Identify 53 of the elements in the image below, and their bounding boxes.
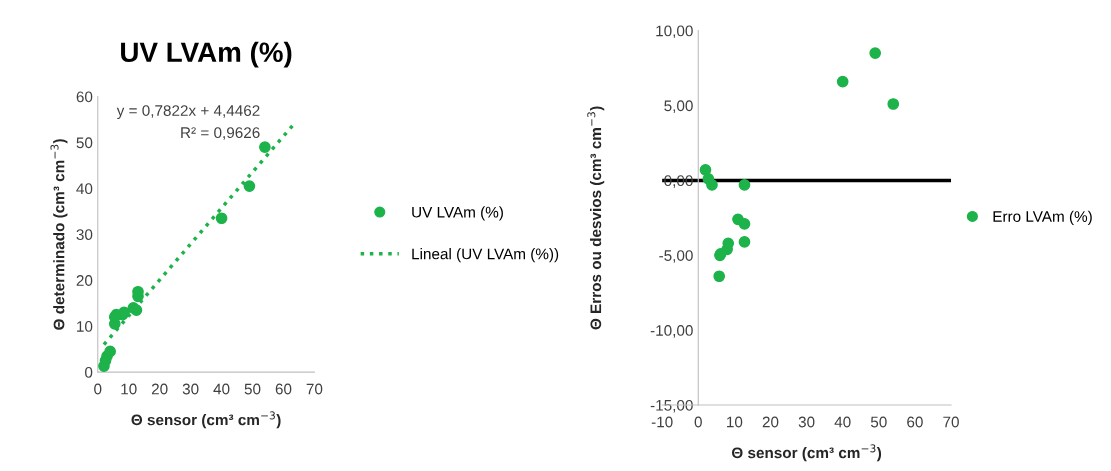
point — [887, 98, 900, 110]
x-tick-label: 60 — [907, 416, 923, 428]
point — [243, 180, 256, 192]
legend-label: UV LVAm (%) — [412, 206, 503, 221]
point — [706, 179, 718, 191]
annotation: R² = 0,9626 — [181, 127, 260, 140]
y-axis-title: Θ Erros ou desvios (cm³ cm$^{−3}$) — [587, 106, 605, 330]
annotation: y = 0,7822x + 4,4462 — [116, 105, 260, 120]
x-tick-label: 30 — [182, 383, 199, 395]
y-tick-label: -10,00 — [650, 325, 693, 338]
x-tick-label: 0 — [694, 416, 702, 428]
legend-label: Lineal (UV LVAm (%)) — [412, 248, 559, 263]
y-tick-label: -5,00 — [659, 250, 693, 263]
point — [215, 212, 228, 225]
point — [836, 75, 849, 88]
x-tick-label: 40 — [213, 383, 230, 395]
x-tick-label: 50 — [244, 383, 261, 395]
point — [738, 179, 751, 191]
x-tick-label: -10 — [651, 416, 673, 428]
x-axis-title: Θ sensor (cm³ cm$^{−3}$) — [731, 444, 882, 462]
x-tick-label: 70 — [306, 383, 323, 395]
x-tick-label: 10 — [121, 383, 137, 395]
y-tick-label: 0,00 — [664, 175, 693, 188]
x-tick-label: 40 — [834, 416, 851, 428]
y-tick-label: 50 — [76, 137, 93, 149]
point — [869, 47, 882, 59]
y-tick-label: 5,00 — [664, 100, 693, 113]
x-tick-label: 10 — [727, 416, 743, 428]
point — [259, 141, 271, 153]
y-tick-label: 10 — [77, 321, 93, 332]
point — [104, 345, 116, 358]
point — [738, 217, 751, 230]
x-tick-label: 60 — [275, 383, 292, 395]
x-tick-label: 0 — [94, 383, 102, 395]
point — [699, 164, 712, 176]
y-tick-label: 0 — [85, 366, 93, 378]
y-tick-label: 10,00 — [656, 25, 693, 39]
point — [713, 270, 726, 283]
y-axis-title: Θ determinado (cm³ cm$^{−3}$) — [50, 139, 68, 330]
y-tick-label: 40 — [76, 183, 93, 195]
legend-label: Erro LVAm (%) — [993, 210, 1092, 225]
y-tick-label: -15,00 — [650, 399, 693, 413]
x-axis-title: Θ sensor (cm³ cm$^{−3}$) — [131, 411, 281, 429]
x-tick-label: 20 — [151, 383, 168, 395]
y-tick-label: 30 — [76, 229, 93, 241]
y-tick-label: 20 — [76, 275, 93, 286]
x-tick-label: 50 — [870, 416, 887, 428]
x-tick-label: 70 — [943, 416, 959, 428]
x-tick-label: 20 — [762, 416, 779, 428]
x-tick-label: 30 — [798, 416, 815, 428]
y-tick-label: 60 — [76, 91, 93, 103]
point — [738, 235, 751, 248]
chart-title: UV LVAm (%) — [121, 41, 292, 68]
